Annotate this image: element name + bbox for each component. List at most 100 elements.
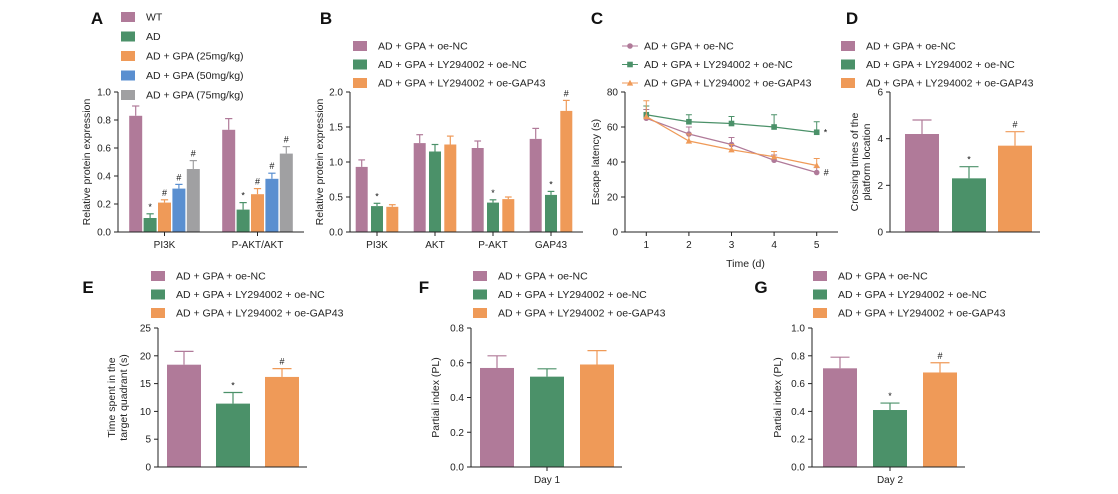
x-tick-label: P-AKT (478, 240, 507, 251)
bar (905, 134, 939, 232)
panel-label: C (591, 9, 603, 28)
legend-label: AD + GPA + oe-NC (866, 41, 956, 53)
legend-label: AD + GPA + LY294002 + oe-GAP43 (378, 78, 546, 90)
legend-label: AD + GPA + oe-NC (176, 271, 266, 283)
bar (167, 364, 201, 467)
bars: *# (167, 350, 299, 467)
significance-hash: # (279, 357, 284, 367)
y-axis: 0.0 0.2 0.4 0.6 0.8 1.0 Relative protein expre… (81, 88, 119, 239)
bar (487, 202, 499, 232)
legend-label: AD + GPA (50mg/kg) (146, 70, 244, 82)
legend-swatch (353, 59, 367, 70)
significance-hash: # (162, 188, 167, 198)
legend-swatch (353, 41, 367, 51)
legend: AD + GPA + oe-NC AD + GPA + LY294002 + oe… (622, 41, 812, 90)
y-tick-label: 0.2 (450, 428, 464, 439)
bar (265, 376, 299, 467)
significance-star: * (241, 191, 245, 201)
legend-swatch (151, 271, 165, 281)
bar (143, 218, 157, 232)
legend-swatch (121, 31, 135, 42)
y-tick-label: 0.0 (450, 463, 464, 474)
significance-hash: # (1012, 120, 1017, 130)
x-tick-label: PI3K (366, 240, 388, 251)
bar (873, 410, 907, 467)
legend-label: AD (146, 31, 161, 43)
panel-b: B AD + GPA + oe-NC AD + GPA + LY294002 + o… (314, 9, 583, 251)
x-tick-label: Day 2 (877, 475, 904, 486)
point-square (627, 61, 633, 68)
point-circle (813, 169, 820, 176)
bar (251, 194, 264, 232)
bar (580, 364, 614, 467)
y-tick-label: 0.5 (329, 193, 343, 204)
legend-label: AD + GPA + LY294002 + oe-NC (866, 59, 1015, 71)
y-tick-label: 1.5 (329, 123, 343, 134)
y-tick-label: 0.2 (791, 435, 805, 446)
significance-hash: # (176, 172, 181, 182)
legend-label: AD + GPA + LY294002 + oe-NC (838, 289, 987, 301)
y-axis: 0 20 40 60 80 Escape latency (s) (590, 88, 626, 239)
legend-swatch (121, 51, 135, 61)
legend-label: AD + GPA + LY294002 + oe-GAP43 (498, 308, 666, 320)
bar (216, 403, 250, 467)
legend: AD + GPA + oe-NC AD + GPA + LY294002 + oe… (841, 41, 1034, 90)
y-tick-label: 1.0 (791, 324, 805, 335)
bar (480, 367, 514, 467)
bars: *# (823, 351, 957, 467)
y-tick-label: 0.0 (97, 228, 111, 239)
legend: AD + GPA + oe-NC AD + GPA + LY294002 + oe… (353, 41, 546, 90)
legend-label: AD + GPA (75mg/kg) (146, 90, 244, 102)
legend: WT AD AD + GPA (25mg/kg) AD + GPA (50mg/kg)… (121, 12, 244, 102)
bar (222, 129, 236, 232)
legend: AD + GPA + oe-NC AD + GPA + LY294002 + oe… (813, 271, 1006, 320)
panel-f: F AD + GPA + oe-NC AD + GPA + LY294002 + o… (419, 271, 666, 487)
y-tick-label: 60 (607, 123, 619, 134)
legend-label: AD + GPA + oe-NC (498, 271, 588, 283)
x-tick-label: GAP43 (535, 240, 568, 251)
y-tick-label: 0.0 (329, 228, 343, 239)
y-axis: 0.0 0.2 0.4 0.6 0.8 Partial index (PL) (430, 324, 472, 474)
significance-star: * (148, 202, 152, 212)
bar (371, 206, 383, 232)
significance-hash: # (191, 149, 196, 159)
x-axis: PI3K AKT P-AKT GAP43 (350, 231, 583, 251)
x-tick-label: 2 (686, 240, 692, 251)
bar (129, 115, 143, 232)
bar (823, 368, 857, 467)
panel-label: D (846, 9, 858, 28)
significance-hash: # (269, 161, 274, 171)
series-line: # (643, 109, 829, 178)
bars: *# (905, 119, 1032, 232)
y-axis-title: Relative protein expression (314, 99, 326, 226)
x-tick-label: P-AKT/AKT (232, 240, 284, 251)
x-tick-label: 1 (644, 240, 650, 251)
legend-swatch (121, 70, 135, 81)
y-tick-label: 0.4 (791, 407, 805, 418)
bar (413, 143, 426, 232)
legend: AD + GPA + oe-NC AD + GPA + LY294002 + oe… (151, 271, 344, 320)
point-triangle (770, 153, 778, 160)
y-tick-label: 40 (607, 158, 619, 169)
legend-swatch (841, 78, 855, 88)
y-tick-label: 0.2 (97, 200, 111, 211)
bar (236, 209, 250, 232)
panel-g: G AD + GPA + oe-NC AD + GPA + LY294002 + o… (754, 271, 1005, 487)
panel-e: E AD + GPA + oe-NC AD + GPA + LY294002 + o… (82, 271, 343, 474)
y-tick-label: 25 (140, 324, 152, 335)
y-axis: 0.0 0.2 0.4 0.6 0.8 1.0 Partial index (PL) (772, 324, 813, 474)
y-tick-label: 20 (140, 351, 152, 362)
y-tick-label: 10 (140, 407, 152, 418)
bar (998, 145, 1032, 232)
x-axis: PI3K P-AKT/AKT (118, 231, 304, 251)
point-square (813, 129, 820, 136)
point-triangle (643, 113, 650, 120)
legend-label: AD + GPA + LY294002 + oe-GAP43 (838, 308, 1006, 320)
significance-star: * (824, 127, 828, 137)
point-square (686, 118, 692, 125)
bars: * * * # (355, 88, 573, 232)
panel-label: B (320, 9, 332, 28)
panel-label: E (82, 278, 93, 297)
bar (471, 148, 484, 232)
